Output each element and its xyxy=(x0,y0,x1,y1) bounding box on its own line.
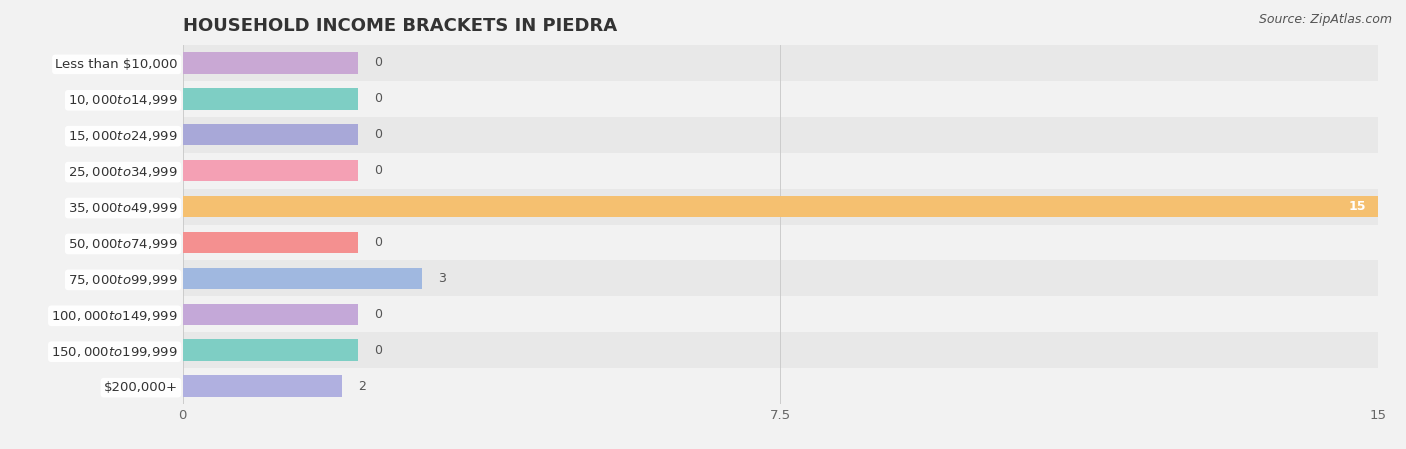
Text: 2: 2 xyxy=(359,380,366,392)
Bar xyxy=(183,52,359,74)
Text: 0: 0 xyxy=(374,236,382,249)
Bar xyxy=(183,160,359,181)
Text: 15: 15 xyxy=(1348,200,1365,213)
Bar xyxy=(0,224,1406,260)
Bar xyxy=(183,375,342,397)
Bar xyxy=(183,196,1378,217)
Bar xyxy=(0,368,1406,404)
Text: 0: 0 xyxy=(374,92,382,105)
Bar xyxy=(183,232,359,253)
Text: 0: 0 xyxy=(374,308,382,321)
Bar xyxy=(0,296,1406,332)
Text: Source: ZipAtlas.com: Source: ZipAtlas.com xyxy=(1258,13,1392,26)
Bar xyxy=(0,117,1406,153)
Bar xyxy=(0,332,1406,368)
Bar xyxy=(183,268,422,289)
Text: 0: 0 xyxy=(374,128,382,141)
Bar xyxy=(183,124,359,145)
Bar xyxy=(0,260,1406,296)
Bar xyxy=(0,189,1406,224)
Text: HOUSEHOLD INCOME BRACKETS IN PIEDRA: HOUSEHOLD INCOME BRACKETS IN PIEDRA xyxy=(183,17,617,35)
Bar xyxy=(183,304,359,325)
Bar xyxy=(0,153,1406,189)
Bar xyxy=(0,81,1406,117)
Text: 0: 0 xyxy=(374,164,382,177)
Text: 0: 0 xyxy=(374,344,382,357)
Bar xyxy=(183,88,359,110)
Bar xyxy=(0,45,1406,81)
Text: 3: 3 xyxy=(437,272,446,285)
Text: 0: 0 xyxy=(374,57,382,69)
Bar xyxy=(183,339,359,361)
